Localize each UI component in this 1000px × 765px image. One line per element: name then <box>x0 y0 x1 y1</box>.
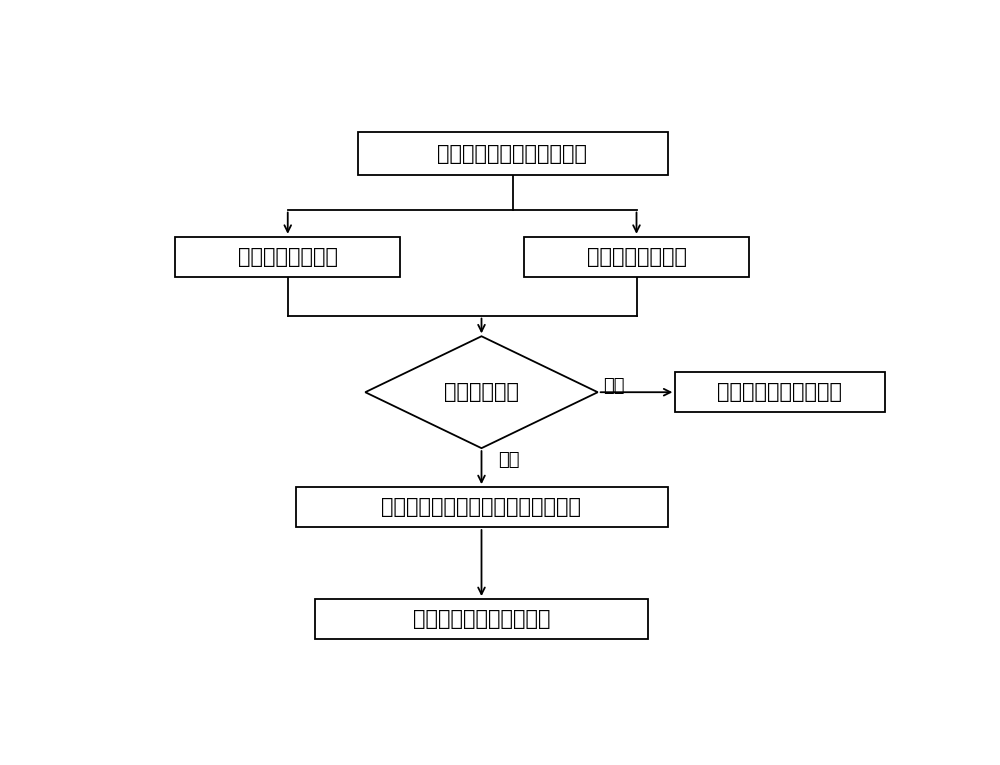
Polygon shape <box>365 337 598 448</box>
FancyBboxPatch shape <box>296 487 668 527</box>
Text: 基于软组织分区的颅面形态关系表示: 基于软组织分区的颅面形态关系表示 <box>382 497 582 517</box>
Text: 定性: 定性 <box>603 377 625 396</box>
FancyBboxPatch shape <box>524 236 749 277</box>
FancyBboxPatch shape <box>315 599 648 639</box>
Text: 颅面形态关系可视分析: 颅面形态关系可视分析 <box>717 382 842 402</box>
FancyBboxPatch shape <box>358 132 668 175</box>
Text: 定量: 定量 <box>499 451 520 469</box>
FancyBboxPatch shape <box>175 236 400 277</box>
FancyBboxPatch shape <box>675 373 885 412</box>
Text: 颅骨和面貌三维模型数据集: 颅骨和面貌三维模型数据集 <box>438 144 588 164</box>
Text: 颅面形态分析: 颅面形态分析 <box>444 382 519 402</box>
Text: 面貌稠密对应点云: 面貌稠密对应点云 <box>586 247 686 267</box>
Text: 颅骨稠密对应点云: 颅骨稠密对应点云 <box>238 247 338 267</box>
Text: 未知身源颅骨的面貌复原: 未知身源颅骨的面貌复原 <box>413 609 550 629</box>
